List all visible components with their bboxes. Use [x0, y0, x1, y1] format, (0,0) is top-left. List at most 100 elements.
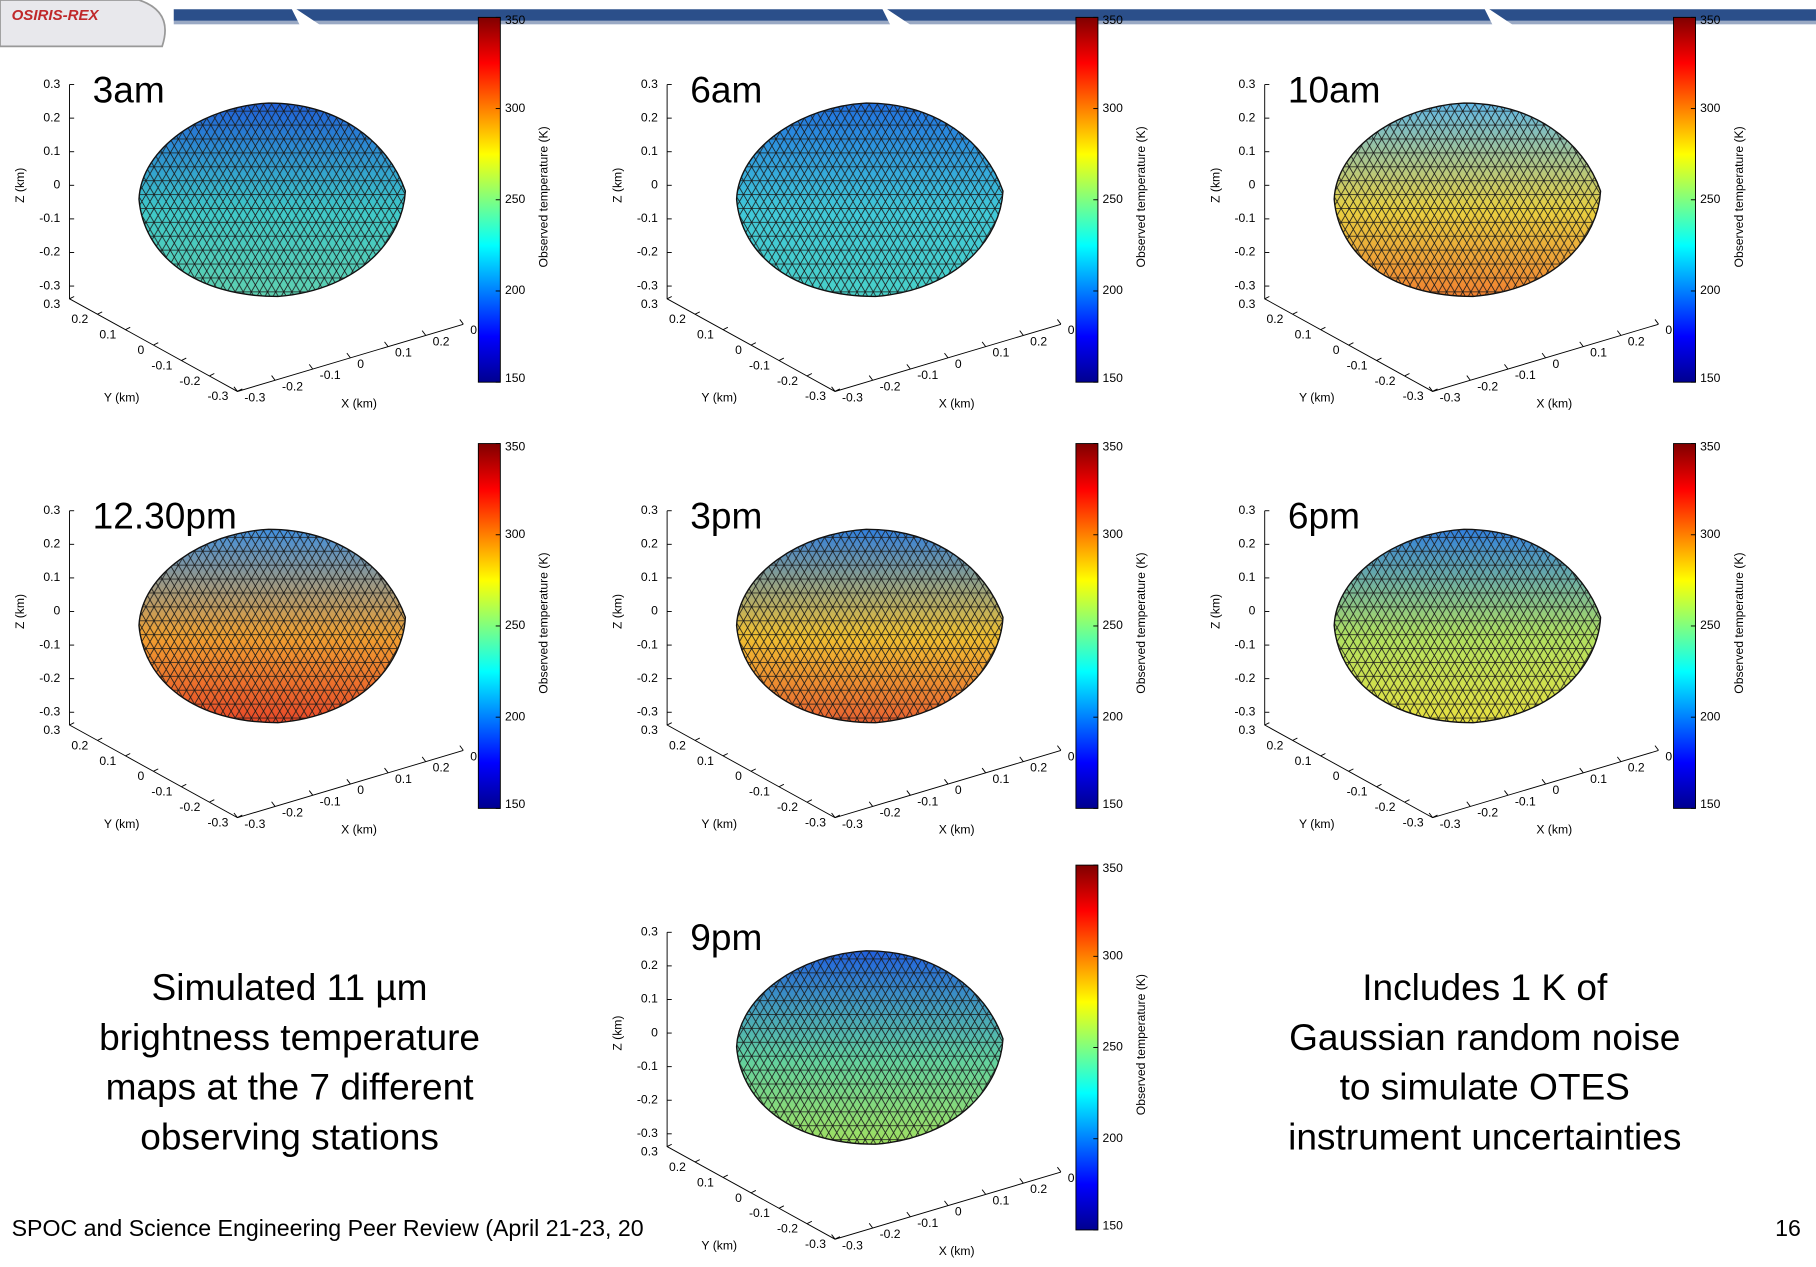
- y-tick: [694, 1159, 700, 1163]
- y-tick: [97, 311, 103, 315]
- x-tick: [868, 801, 874, 807]
- z-tick-label: -0.2: [637, 1092, 658, 1106]
- y-tick-label: -0.2: [1375, 800, 1396, 814]
- colorbar-tick-label: 150: [1700, 797, 1721, 811]
- colorbar-tick-label: 300: [505, 527, 526, 541]
- y-tick-label: 0.3: [1239, 723, 1256, 737]
- x-tick-label: -0.2: [880, 379, 901, 393]
- x-tick: [1466, 375, 1471, 381]
- x-tick: [421, 330, 427, 336]
- y-tick: [209, 799, 215, 803]
- x-tick: [233, 812, 238, 818]
- z-tick-label: -0.1: [39, 211, 60, 225]
- colorbar-tick-label: 350: [505, 13, 526, 27]
- z-tick-label: 0.1: [43, 570, 60, 584]
- z-tick-label: -0.1: [637, 637, 658, 651]
- x-tick-label: -0.3: [1440, 391, 1461, 405]
- x-tick: [868, 375, 874, 381]
- x-tick-label: -0.1: [320, 368, 341, 382]
- x-tick: [421, 756, 427, 762]
- z-tick-label: 0.1: [641, 144, 658, 158]
- x-tick: [1616, 756, 1622, 762]
- x-tick: [981, 341, 986, 347]
- y-tick-label: -0.2: [179, 800, 200, 814]
- y-tick-label: 0.1: [99, 328, 116, 342]
- y-tick-label: -0.3: [805, 815, 826, 829]
- axis-lines: [666, 510, 1062, 819]
- y-axis-label: Y (km): [104, 817, 140, 831]
- x-tick: [1057, 745, 1062, 751]
- x-tick: [1654, 745, 1659, 751]
- z-tick-label: 0.1: [641, 570, 658, 584]
- x-tick: [831, 386, 836, 392]
- y-tick: [181, 357, 187, 361]
- y-tick-label: 0.1: [697, 1175, 714, 1189]
- x-tick: [1428, 386, 1434, 392]
- x-tick-label: 0: [357, 357, 364, 371]
- y-tick: [125, 753, 131, 757]
- x-tick: [1057, 319, 1062, 325]
- x-axis-label: X (km): [939, 1244, 975, 1258]
- z-axis-label: Z (km): [611, 168, 625, 203]
- x-axis-label: X (km): [1536, 396, 1572, 410]
- x-tick: [346, 779, 351, 785]
- x-tick-label: -0.1: [917, 368, 938, 382]
- x-tick: [308, 790, 314, 796]
- x-axis-label: X (km): [939, 396, 975, 410]
- x-tick: [981, 1189, 986, 1195]
- y-tick-label: 0.1: [1295, 754, 1312, 768]
- z-tick-label: 0.2: [641, 537, 658, 551]
- x-tick-label: 0: [955, 1205, 962, 1219]
- y-tick: [1376, 357, 1382, 361]
- x-tick: [1466, 801, 1471, 807]
- y-tick-label: 0.3: [641, 723, 658, 737]
- y-tick-label: 0: [735, 769, 742, 783]
- y-tick: [835, 1236, 841, 1240]
- x-tick: [271, 375, 276, 381]
- x-tick: [1019, 756, 1024, 762]
- y-tick-label: -0.1: [151, 358, 172, 372]
- y-tick-label: 0.3: [43, 723, 60, 737]
- x-axis-label: X (km): [341, 823, 377, 837]
- y-axis-label: Y (km): [701, 817, 737, 831]
- colorbar-tick-label: 150: [1103, 1219, 1124, 1233]
- z-tick-label: -0.1: [637, 1059, 658, 1073]
- y-tick: [1292, 737, 1298, 741]
- y-tick-label: 0.1: [697, 754, 714, 768]
- y-tick-label: -0.1: [1347, 358, 1368, 372]
- x-tick-label: -0.2: [880, 1227, 901, 1241]
- z-tick-label: 0.3: [43, 77, 60, 91]
- colorbar-tick-label: 250: [1700, 192, 1721, 206]
- colorbar-label: Observed temperature (K): [537, 552, 551, 693]
- x-tick-label: 0.2: [433, 761, 450, 775]
- asteroid-mesh: [1334, 103, 1601, 297]
- x-tick: [1057, 1166, 1062, 1173]
- colorbar-tick-label: 350: [1103, 439, 1124, 453]
- x-tick-label: 0: [955, 357, 962, 371]
- time-label: 6am: [690, 68, 762, 110]
- y-tick: [153, 342, 159, 346]
- panel: 0.3 0.2 0.1 0 -0.1 -0.2 -0.3 0.3 0.2 0.1 0 -0.1 -0.2…: [1208, 13, 1745, 410]
- y-tick: [153, 768, 159, 772]
- asteroid-mesh: [138, 103, 406, 297]
- x-tick-label: 0.2: [1628, 761, 1645, 775]
- y-tick: [237, 814, 243, 818]
- x-tick-label: -0.2: [1477, 379, 1498, 393]
- y-tick-label: 0.1: [1295, 328, 1312, 342]
- y-tick: [750, 768, 757, 772]
- time-label: 12.30pm: [93, 495, 237, 537]
- y-tick-label: 0.2: [669, 312, 686, 326]
- y-axis-label: Y (km): [701, 391, 737, 405]
- panel: 0.3 0.2 0.1 0 -0.1 -0.2 -0.3 0.3 0.2 0.1 0 -0.1 -0.2…: [611, 13, 1148, 410]
- y-tick-label: 0.3: [641, 1145, 658, 1159]
- y-tick-label: -0.3: [1403, 815, 1424, 829]
- y-tick: [97, 737, 103, 741]
- x-tick-label: 0: [1553, 357, 1560, 371]
- y-tick-label: 0.3: [641, 297, 658, 311]
- axis-lines: [1264, 510, 1659, 819]
- z-tick-label: -0.1: [39, 637, 60, 651]
- time-label: 10am: [1288, 68, 1381, 110]
- y-tick-label: -0.2: [777, 1222, 798, 1236]
- z-tick-label: 0.3: [43, 503, 60, 517]
- y-tick: [666, 722, 672, 726]
